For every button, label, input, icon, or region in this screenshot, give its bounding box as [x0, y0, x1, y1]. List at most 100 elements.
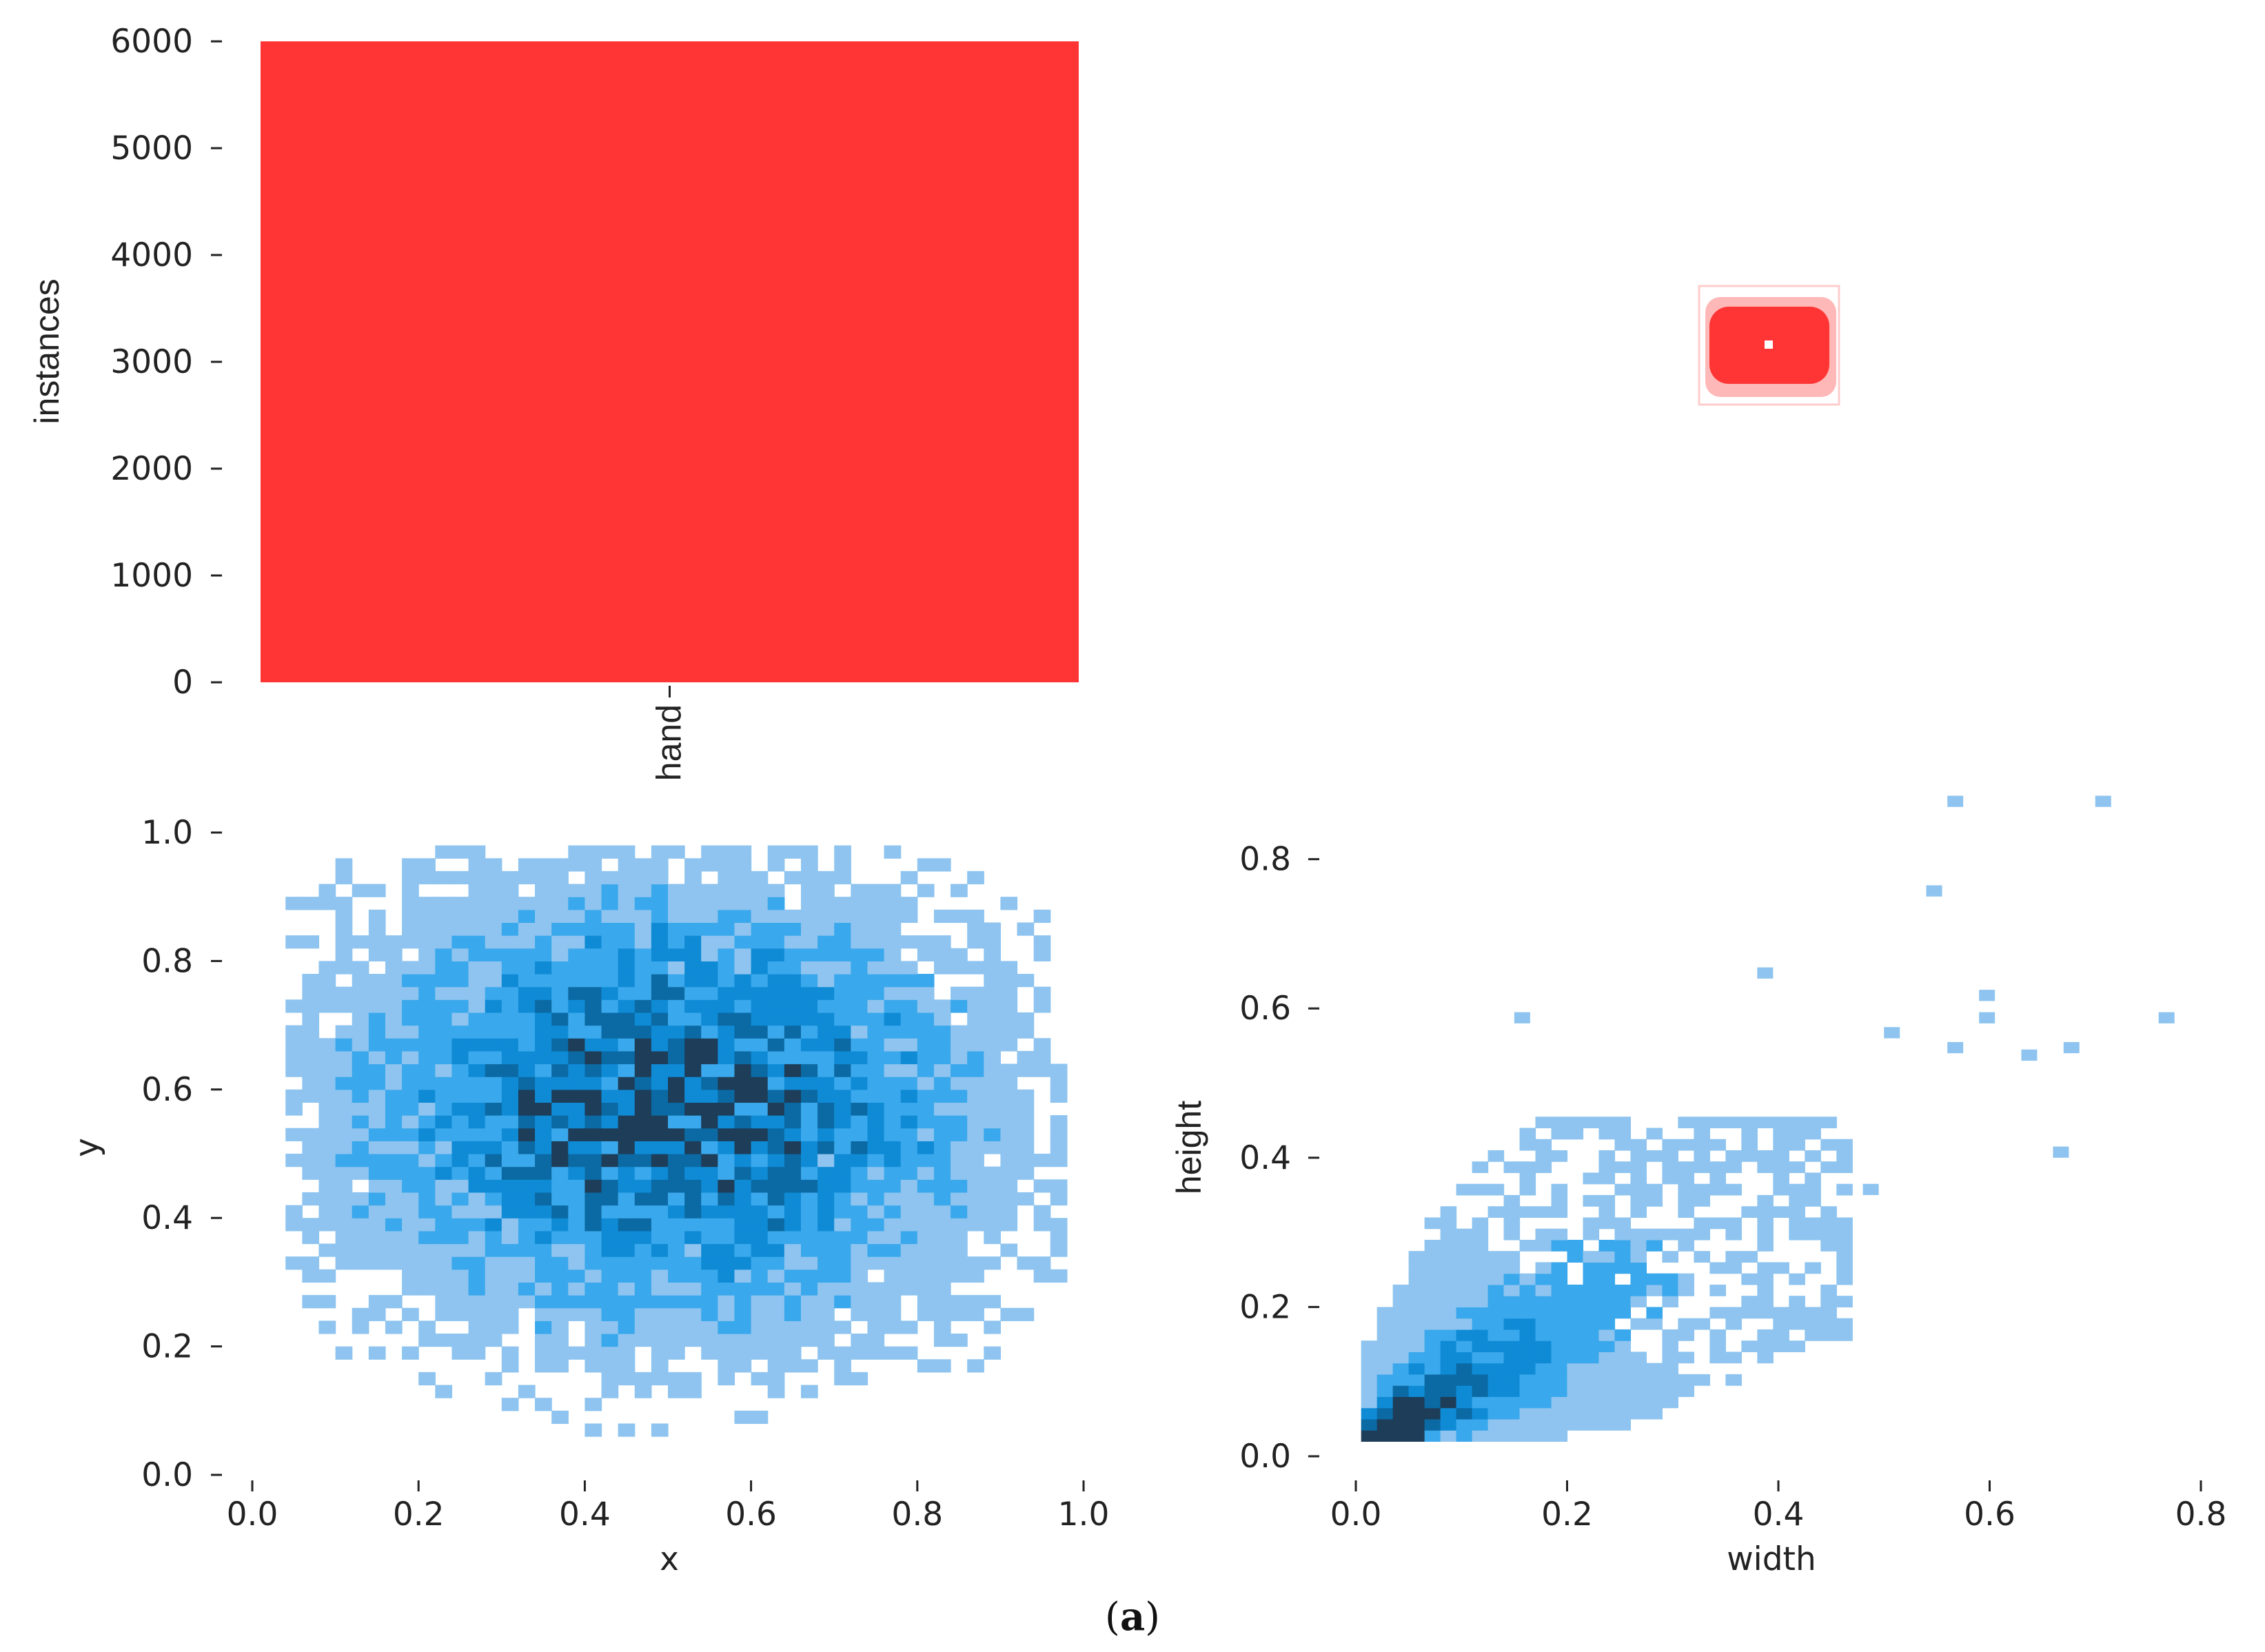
hist-cell — [718, 1371, 735, 1386]
hist-cell — [884, 1192, 902, 1206]
hist-cell — [1551, 1284, 1568, 1296]
hist-cell — [634, 974, 652, 988]
hist-cell — [485, 1307, 502, 1321]
hist-cell — [551, 1410, 569, 1425]
hist-cell — [1551, 1340, 1568, 1352]
hist-cell — [468, 1115, 486, 1129]
hist-cell — [518, 1179, 536, 1193]
hist-cell — [1456, 1340, 1473, 1352]
hist-cell — [1678, 1284, 1694, 1296]
hist-outlier-cell — [1757, 967, 1774, 979]
hist-cell — [1472, 1374, 1489, 1386]
hist-cell — [718, 999, 735, 1013]
hist-cell — [1017, 1256, 1035, 1270]
hist-cell — [1377, 1374, 1394, 1386]
hist-cell — [518, 1205, 536, 1218]
hist-cell — [634, 1128, 652, 1141]
width-height-histogram: 0.00.20.40.60.8 0.0 0.2 0.4 0.6 0.8 width he… — [1170, 795, 2226, 1578]
hist-cell — [352, 1128, 369, 1141]
hist-cell — [634, 1371, 652, 1386]
hist-cell — [1408, 1340, 1425, 1352]
hist-cell — [634, 1333, 652, 1347]
hist-cell — [734, 909, 752, 924]
hist-cell — [601, 935, 619, 949]
hist-cell — [302, 1063, 320, 1077]
hist-cell — [618, 1230, 636, 1245]
hist-cell — [767, 845, 785, 859]
hist-cell — [684, 909, 702, 924]
hist-cell — [601, 884, 619, 897]
hist-cell — [851, 1025, 869, 1039]
hist-cell — [1741, 1128, 1758, 1140]
hist-cell — [485, 1077, 502, 1090]
hist-cell — [884, 1307, 902, 1321]
hist-cell — [618, 1205, 636, 1218]
hist-cell — [368, 1089, 386, 1103]
hist-cell — [884, 935, 902, 949]
hist-cell — [551, 1102, 569, 1116]
hist-cell — [1472, 1217, 1489, 1230]
hist-cell — [1000, 1179, 1018, 1193]
hist-cell — [468, 1256, 486, 1270]
hist-cell — [368, 935, 386, 949]
hist-cell — [585, 1077, 602, 1090]
hist-cell — [851, 1256, 869, 1270]
hist-cell — [1614, 1363, 1632, 1375]
hist-cell — [701, 986, 718, 1000]
hist-cell — [368, 1077, 386, 1090]
hist-cell — [751, 1154, 769, 1167]
hist-cell — [1646, 1239, 1663, 1252]
hist-cell — [817, 1089, 835, 1103]
hist-cell — [651, 1218, 669, 1232]
hist-cell — [1757, 1116, 1774, 1129]
hist-cell — [767, 1371, 785, 1386]
hist-cell — [1630, 1407, 1647, 1420]
hist-cell — [1662, 1396, 1679, 1409]
hist-cell — [1678, 1194, 1694, 1207]
hist-cell — [352, 1192, 369, 1206]
hist-cell — [900, 1179, 918, 1193]
hist-cell — [718, 884, 735, 897]
hist-cell — [900, 1230, 918, 1245]
hist-cell — [684, 1141, 702, 1154]
hist-cell — [784, 948, 802, 961]
hist-cell — [817, 1320, 835, 1334]
hist-cell — [1757, 1340, 1774, 1352]
hist-cell — [551, 1346, 569, 1360]
hist-cell — [1662, 1329, 1679, 1341]
hist-cell — [1377, 1396, 1394, 1409]
hist-cell — [917, 1282, 935, 1296]
hist-cell — [1725, 1251, 1742, 1263]
hist-cell — [1630, 1228, 1647, 1241]
hist-cell — [1424, 1239, 1441, 1252]
hist-cell — [368, 1115, 386, 1129]
hist-cell — [1440, 1418, 1457, 1431]
hist-cell — [767, 1269, 785, 1283]
hist-cell — [884, 1295, 902, 1309]
hist-outlier-cell — [2021, 1049, 2038, 1061]
hist-cell — [451, 1218, 469, 1232]
hist-cell — [302, 1128, 320, 1141]
hist-cell — [767, 858, 785, 872]
hist-cell — [501, 1282, 519, 1296]
hist-outlier-cell — [1926, 885, 1942, 897]
hist-cell — [1361, 1385, 1378, 1397]
hist-cell — [418, 1371, 436, 1386]
hist-cell — [651, 1230, 669, 1245]
hist-cell — [951, 999, 968, 1013]
hist-cell — [684, 1192, 702, 1206]
hist-cell — [1456, 1374, 1473, 1386]
hist-cell — [834, 1115, 851, 1129]
hist-cell — [535, 1359, 552, 1373]
hist-cell — [651, 858, 669, 872]
hist-cell — [951, 948, 968, 961]
hist-cell — [651, 1038, 669, 1052]
hist-cell — [1487, 1418, 1505, 1431]
hist-cell — [684, 1333, 702, 1347]
hist-cell — [485, 935, 502, 949]
hist-cell — [501, 1128, 519, 1141]
hist-cell — [851, 1141, 869, 1154]
hist-cell — [618, 909, 636, 924]
hist-cell — [451, 1256, 469, 1270]
hist-cell — [851, 1012, 869, 1026]
